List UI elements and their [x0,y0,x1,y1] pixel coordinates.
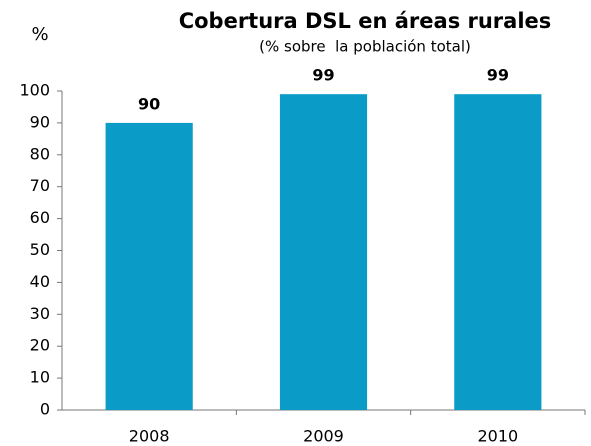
y-tick-label: 50 [30,240,50,259]
x-tick-label: 2010 [477,427,518,446]
data-label: 99 [487,66,509,85]
chart-subtitle: (% sobre la población total) [259,38,471,56]
bar [279,94,368,410]
data-label: 90 [138,94,160,113]
y-tick-label: 20 [30,336,50,355]
y-tick-label: 80 [30,144,50,163]
data-label: 99 [312,66,334,85]
y-tick-label: 30 [30,304,50,323]
y-tick-label: 10 [30,368,50,387]
y-tick-label: 100 [19,81,50,100]
y-tick-label: 70 [30,176,50,195]
y-tick-label: 90 [30,112,50,131]
y-tick-label: 40 [30,272,50,291]
chart-title: Cobertura DSL en áreas rurales [179,9,552,33]
x-tick-label: 2009 [303,427,344,446]
y-axis-label: % [31,24,48,45]
y-tick-label: 60 [30,208,50,227]
bar [454,94,542,410]
bar [105,122,193,411]
y-tick-label: 0 [40,400,50,419]
x-tick-label: 2008 [129,427,170,446]
